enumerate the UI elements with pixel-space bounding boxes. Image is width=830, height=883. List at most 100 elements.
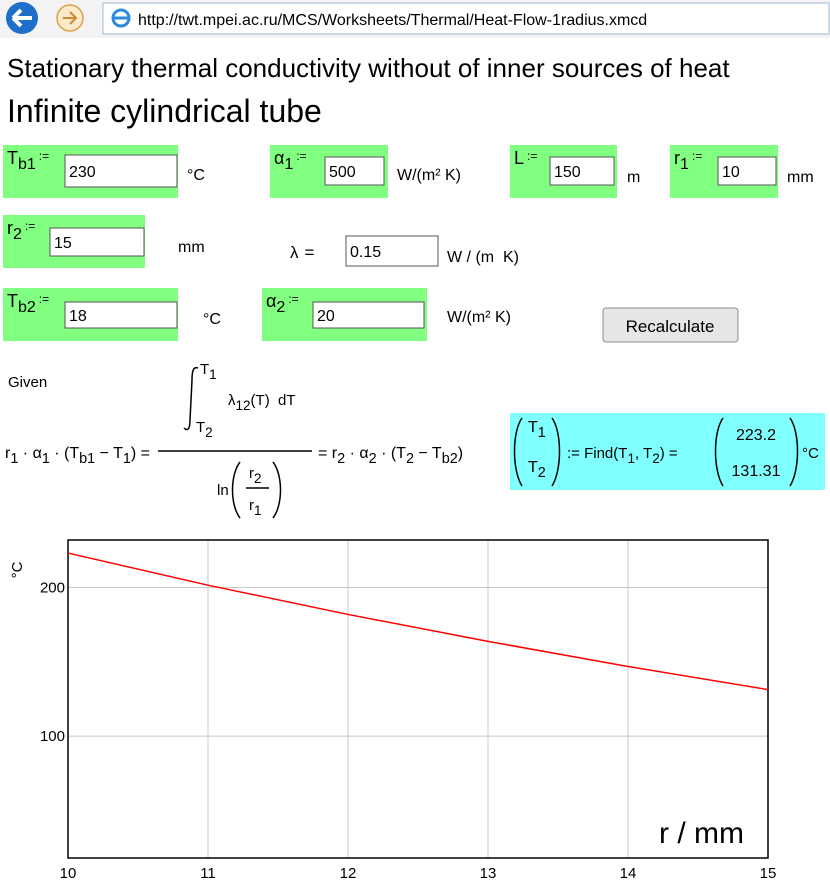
input-value[interactable]: 230 <box>69 164 96 181</box>
integrand-text: (T) dT <box>251 392 296 409</box>
input-value[interactable]: 500 <box>329 164 356 181</box>
input-label: Tb1:= <box>7 148 49 173</box>
formula-lhs-text: · (T <box>50 445 80 462</box>
ratio-num-text: r <box>249 465 254 482</box>
input-unit: W/(m² K) <box>397 167 461 184</box>
lambda-value[interactable]: 0.15 <box>350 244 381 261</box>
input-field[interactable] <box>549 156 615 186</box>
vector-t2-sub: 2 <box>538 465 546 481</box>
ratio-num-sub: 2 <box>254 471 262 486</box>
ie-icon <box>111 8 131 28</box>
result-box <box>510 413 825 490</box>
title: Stationary thermal conductivity without … <box>7 53 730 83</box>
input-symbol: T <box>7 291 18 311</box>
input-value[interactable]: 150 <box>554 164 581 181</box>
vector-t2: T2 <box>528 459 546 481</box>
input-value[interactable]: 15 <box>54 235 72 252</box>
x-tick-label: 10 <box>60 865 77 882</box>
input-op: := <box>288 292 298 306</box>
formula-lhs-text: ) = <box>131 445 150 462</box>
formula-shapes <box>158 366 799 519</box>
y-tick-label: 200 <box>40 580 65 597</box>
input-field[interactable] <box>717 156 777 186</box>
address-bar[interactable] <box>102 2 830 35</box>
input-label: Tb2:= <box>7 291 49 316</box>
input-symbol: r <box>674 148 680 168</box>
forward-button[interactable] <box>56 4 84 32</box>
integral-upper-text: T <box>200 361 209 378</box>
subtitle: Infinite cylindrical tube <box>7 93 322 129</box>
input-sub: 1 <box>680 156 689 173</box>
formula-lhs-sub: b1 <box>79 451 95 467</box>
integrand: λ12(T) dT <box>228 392 296 413</box>
button-label[interactable]: Recalculate <box>626 317 715 336</box>
x-tick-label: 15 <box>760 865 777 882</box>
input-symbol: T <box>7 148 18 168</box>
x-tick-label: 11 <box>200 865 216 882</box>
input-field[interactable] <box>324 156 385 186</box>
lambda-field[interactable] <box>345 235 439 267</box>
find-text: , T <box>635 445 652 462</box>
formula-rhs-text: · α <box>345 445 368 462</box>
formula-rhs: = r2 · α2 · (T2 − Tb2) <box>318 445 463 467</box>
input-field[interactable] <box>312 301 425 329</box>
input-value[interactable]: 20 <box>317 308 335 325</box>
integral-lower-text: T <box>196 419 205 436</box>
input-label: r2:= <box>7 218 35 243</box>
lambda-label: λ = <box>290 243 315 262</box>
input-sub: b1 <box>18 156 36 173</box>
input-label: α1:= <box>274 148 307 173</box>
ratio-den-sub: 1 <box>254 503 262 518</box>
formula-lhs-sub: 1 <box>123 451 131 467</box>
input-unit: mm <box>787 169 814 186</box>
data-line <box>67 552 769 691</box>
input-field[interactable] <box>64 301 178 329</box>
input-sub: b2 <box>18 299 36 316</box>
x-tick-label: 14 <box>620 865 637 882</box>
formula-lhs-sub: 1 <box>42 451 50 467</box>
result-value: 131.31 <box>732 463 781 480</box>
find: := Find(T1, T2) = <box>567 445 678 466</box>
formula-rhs-text: − T <box>414 445 442 462</box>
integral-lower: T2 <box>196 419 213 440</box>
formula-rhs-sub: 2 <box>337 451 345 467</box>
formula-rhs-text: = r <box>318 445 338 462</box>
lambda-symbol: λ <box>290 243 299 262</box>
lambda-unit: W / (m K) <box>447 249 519 266</box>
formula-lhs-text: − T <box>95 445 123 462</box>
integral-upper: T1 <box>200 361 217 382</box>
formula-rhs-sub: b2 <box>442 451 458 467</box>
input-value[interactable]: 10 <box>722 164 740 181</box>
formula-rhs-text: · (T <box>377 445 407 462</box>
input-sub: 2 <box>13 226 22 243</box>
input-field[interactable] <box>49 227 145 257</box>
plot-border <box>67 539 769 859</box>
input-op: := <box>39 292 49 306</box>
input-op: := <box>692 149 702 163</box>
input-unit: °C <box>187 167 205 184</box>
integral-lower-sub: 2 <box>205 425 213 440</box>
input-op: := <box>296 149 306 163</box>
input-symbol: r <box>7 218 13 238</box>
ln: ln <box>217 482 229 499</box>
formula-rhs-sub: 2 <box>406 451 414 467</box>
vector-t1-sub: 1 <box>538 425 546 441</box>
input-sub: 1 <box>284 156 293 173</box>
input-unit: W/(m² K) <box>447 309 511 326</box>
vector-t1-text: T <box>528 419 538 436</box>
formula-lhs-sub: 1 <box>10 451 18 467</box>
formula-lhs: r1 · α1 · (Tb1 − T1) = <box>5 445 150 467</box>
find-text: ) = <box>660 445 678 462</box>
back-button[interactable] <box>6 2 38 34</box>
formula-lhs-text: r <box>5 445 11 462</box>
input-unit: m <box>627 169 640 186</box>
x-tick-label: 12 <box>340 865 357 882</box>
input-value[interactable]: 18 <box>69 308 87 325</box>
input-symbol: L <box>514 148 524 168</box>
button[interactable]: Recalculate <box>602 307 739 343</box>
input-op: := <box>527 149 537 163</box>
input-field[interactable] <box>64 154 178 188</box>
lambda-op: = <box>305 243 315 262</box>
formula-rhs-sub: 2 <box>369 451 377 467</box>
input-op: := <box>39 149 49 163</box>
